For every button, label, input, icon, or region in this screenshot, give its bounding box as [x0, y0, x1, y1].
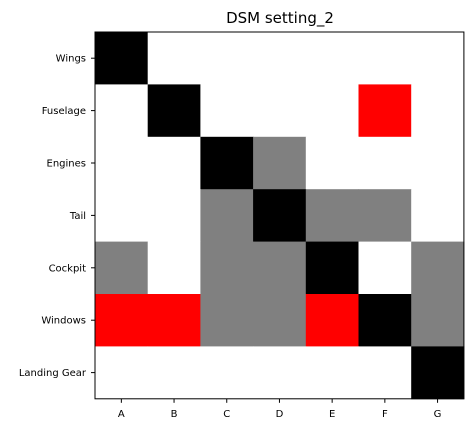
matrix-cell	[358, 294, 412, 347]
matrix-cell	[411, 189, 465, 242]
x-tick-label: E	[329, 409, 335, 420]
matrix-cell	[253, 241, 307, 295]
matrix-cell	[200, 346, 254, 400]
matrix-cell	[147, 84, 201, 138]
matrix-cell	[358, 136, 412, 190]
x-tick-label: F	[382, 409, 388, 420]
x-axis: A B C D E F G	[118, 398, 442, 420]
matrix-cell	[200, 32, 254, 85]
matrix-cell	[358, 84, 412, 138]
matrix-cell	[147, 241, 201, 295]
matrix-cell	[358, 346, 412, 400]
matrix-cell	[358, 241, 412, 295]
matrix-cell	[200, 189, 254, 242]
matrix-cell	[147, 346, 201, 400]
chart-title: DSM setting_2	[226, 9, 334, 28]
y-axis: Wings Fuselage Engines Tail Cockpit Windows La…	[19, 54, 95, 379]
matrix-cell	[305, 32, 359, 85]
matrix-cell	[305, 346, 359, 400]
y-tick-label: Cockpit	[49, 263, 87, 274]
y-tick-label: Windows	[41, 316, 86, 327]
matrix-cell	[253, 346, 307, 400]
matrix-cell	[253, 32, 307, 85]
matrix-cell	[95, 189, 149, 242]
x-tick-label: D	[276, 409, 284, 420]
matrix-cell	[411, 241, 465, 295]
y-tick-label: Fuselage	[42, 106, 86, 117]
matrix-cell	[411, 294, 465, 347]
x-tick-label: A	[118, 409, 125, 420]
matrix-cell	[95, 136, 149, 190]
matrix-cell	[95, 294, 149, 347]
y-tick-label: Engines	[47, 159, 86, 170]
matrix-cell	[411, 84, 465, 138]
matrix-cell	[200, 84, 254, 138]
matrix-cell	[305, 294, 359, 347]
x-tick-label: C	[223, 409, 230, 420]
matrix-cell	[200, 136, 254, 190]
matrix-cell	[95, 32, 149, 85]
matrix-cell	[147, 136, 201, 190]
matrix-cell	[253, 294, 307, 347]
matrix-cell	[253, 189, 307, 242]
matrix-cell	[147, 189, 201, 242]
matrix-cell	[147, 294, 201, 347]
matrix-cell	[305, 136, 359, 190]
matrix-cell	[411, 136, 465, 190]
matrix-cell	[411, 32, 465, 85]
x-tick-label: G	[434, 409, 442, 420]
matrix-cell	[200, 241, 254, 295]
matrix-cell	[200, 294, 254, 347]
matrix-cell	[305, 84, 359, 138]
y-tick-label: Landing Gear	[19, 368, 87, 379]
matrix-cell	[305, 241, 359, 295]
matrix-cell	[147, 32, 201, 85]
x-tick-label: B	[171, 409, 178, 420]
y-tick-label: Tail	[69, 211, 86, 222]
matrix-cell	[95, 84, 149, 138]
plot-frame	[94, 31, 465, 400]
matrix-cell	[411, 346, 465, 400]
matrix-cell	[358, 189, 412, 242]
matrix-cell	[358, 32, 412, 85]
matrix-cell	[253, 84, 307, 138]
matrix-cell	[95, 241, 149, 295]
matrix-cell	[305, 189, 359, 242]
matrix-cell	[253, 136, 307, 190]
matrix-cells	[95, 32, 465, 400]
matrix-cell	[95, 346, 149, 400]
y-tick-label: Wings	[56, 54, 86, 65]
